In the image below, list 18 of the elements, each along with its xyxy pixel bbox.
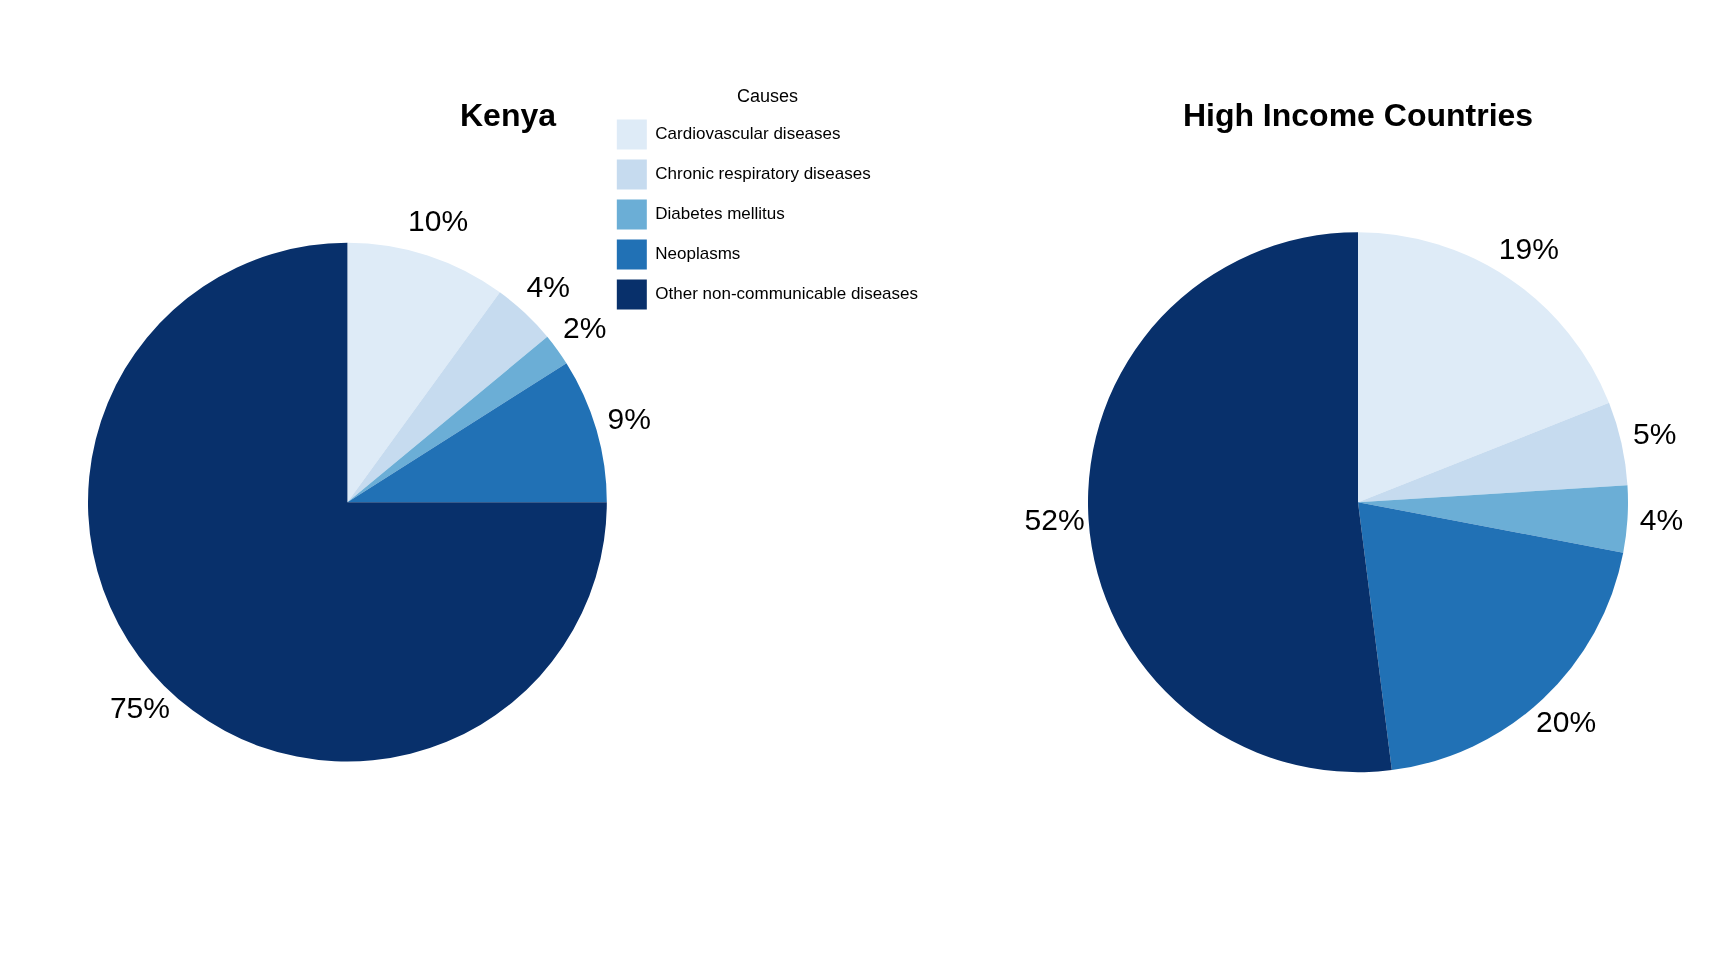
data-label: 9% — [607, 401, 651, 435]
data-label: 4% — [1639, 502, 1684, 536]
data-label: 20% — [1536, 705, 1597, 739]
data-label: 52% — [1024, 502, 1085, 536]
legend-title: Causes — [736, 85, 798, 106]
legend-label: Diabetes mellitus — [655, 204, 785, 224]
data-label: 5% — [1633, 417, 1677, 451]
data-label: 19% — [1498, 232, 1559, 266]
data-label: 75% — [109, 690, 170, 724]
data-label: 4% — [526, 269, 570, 303]
legend-label: Chronic respiratory diseases — [655, 164, 871, 184]
data-label: 2% — [563, 311, 607, 345]
legend-label: Neoplasms — [655, 244, 741, 264]
chart-title: High Income Countries — [1182, 97, 1534, 134]
legend-label: Other non-communicable diseases — [655, 284, 918, 304]
legend-label: Cardiovascular diseases — [655, 124, 841, 144]
data-label: 10% — [408, 204, 469, 238]
chart-title: Kenya — [459, 97, 557, 134]
